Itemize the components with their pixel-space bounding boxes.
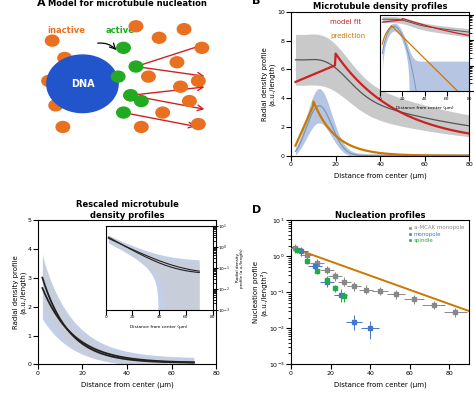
- X-axis label: Distance from center (μm): Distance from center (μm): [334, 173, 427, 179]
- Circle shape: [58, 52, 72, 63]
- Circle shape: [195, 42, 209, 53]
- Circle shape: [124, 90, 137, 101]
- Circle shape: [135, 95, 148, 107]
- Circle shape: [117, 42, 130, 53]
- Circle shape: [129, 21, 143, 32]
- Circle shape: [142, 71, 155, 82]
- Circle shape: [152, 32, 166, 43]
- Title: Microtubule density profiles: Microtubule density profiles: [313, 2, 447, 11]
- Y-axis label: Nucleation profile
(a.u./length²): Nucleation profile (a.u./length²): [253, 261, 267, 324]
- Text: B: B: [252, 0, 260, 6]
- Circle shape: [135, 122, 148, 132]
- Text: DNA: DNA: [71, 79, 94, 89]
- Circle shape: [191, 119, 205, 129]
- Title: Nucleation profiles: Nucleation profiles: [335, 211, 425, 220]
- Circle shape: [42, 76, 55, 86]
- Y-axis label: Radial density profile
(a.u./length): Radial density profile (a.u./length): [262, 47, 276, 121]
- Title: Rescaled microtubule
density profiles: Rescaled microtubule density profiles: [75, 200, 179, 220]
- Circle shape: [170, 57, 184, 68]
- X-axis label: Distance from center (μm): Distance from center (μm): [334, 381, 427, 388]
- Circle shape: [117, 107, 130, 118]
- Circle shape: [182, 95, 196, 107]
- Circle shape: [177, 24, 191, 34]
- Polygon shape: [47, 55, 118, 112]
- Text: model fit: model fit: [330, 19, 361, 25]
- Text: prediction: prediction: [330, 33, 365, 40]
- Text: inactive: inactive: [47, 27, 85, 36]
- Y-axis label: Radial density profile
(a.u./length): Radial density profile (a.u./length): [13, 255, 26, 329]
- Circle shape: [111, 71, 125, 82]
- Circle shape: [124, 90, 137, 101]
- Circle shape: [191, 76, 205, 86]
- Text: active: active: [106, 27, 135, 36]
- Circle shape: [129, 61, 143, 72]
- Text: Model for microtubule nucleation: Model for microtubule nucleation: [47, 0, 207, 8]
- Circle shape: [174, 81, 187, 92]
- Circle shape: [49, 100, 63, 111]
- Circle shape: [56, 122, 70, 132]
- X-axis label: Distance from center (μm): Distance from center (μm): [81, 381, 173, 388]
- Legend: a-MCAK monopole, monopole, spindle: a-MCAK monopole, monopole, spindle: [406, 223, 466, 245]
- Circle shape: [46, 35, 59, 46]
- Circle shape: [156, 107, 170, 118]
- Text: D: D: [252, 205, 261, 215]
- Text: A: A: [36, 0, 45, 8]
